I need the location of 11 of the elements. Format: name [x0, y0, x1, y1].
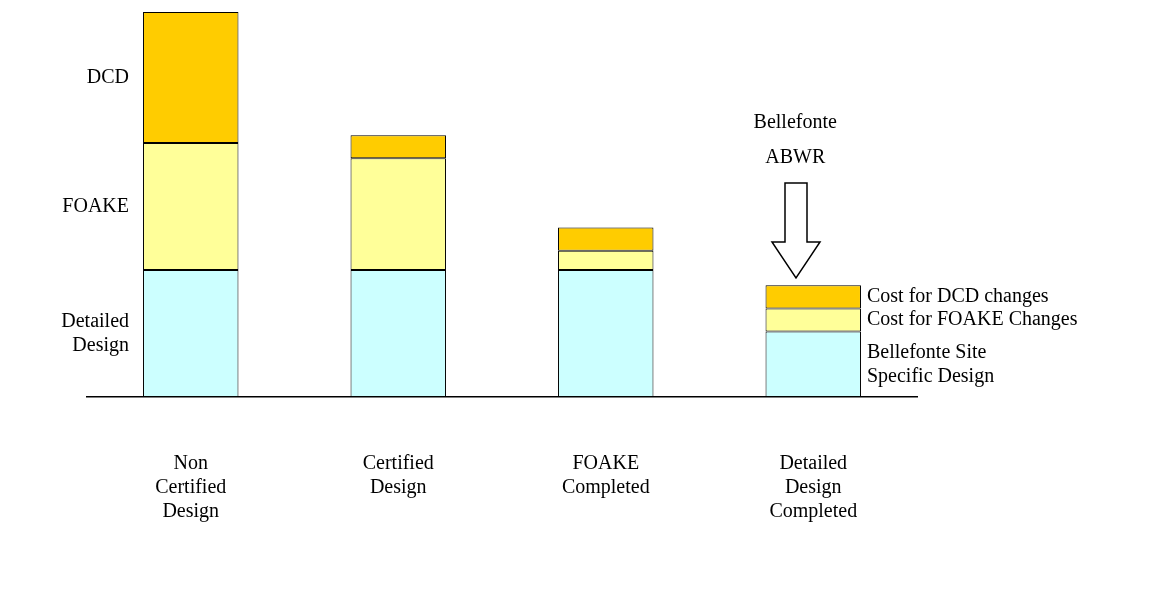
x-tick-label: Non Certified Design: [155, 451, 227, 523]
x-tick-label: Certified Design: [362, 451, 434, 499]
series-label: DCD: [86, 64, 130, 87]
annotation: Cost for FOAKE Changes: [866, 307, 1078, 331]
annotation: Bellefonte ABWR: [753, 110, 838, 168]
x-tick-label: Detailed Design Completed: [769, 451, 858, 523]
series-label: Detailed Design: [61, 308, 130, 356]
x-tick-label: FOAKE Completed: [561, 451, 650, 499]
annotation: Bellefonte Site Specific Design: [866, 339, 995, 387]
series-label: FOAKE: [62, 193, 130, 216]
annotation: Cost for DCD changes: [866, 284, 1049, 308]
